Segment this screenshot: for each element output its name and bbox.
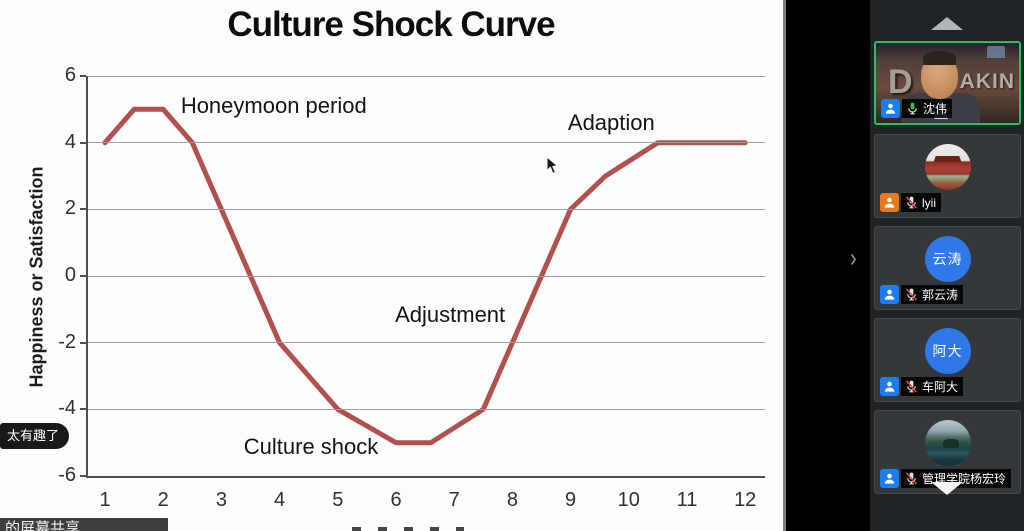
y-tick-mark — [80, 275, 86, 277]
participant-badge: 郭云涛 — [880, 285, 964, 304]
x-axis-line — [86, 476, 765, 478]
deakin-sign-letters: AKIN — [959, 70, 1015, 93]
gridline — [88, 208, 765, 210]
chart-annotation: Culture shock — [243, 433, 379, 459]
x-tick-label: 1 — [99, 489, 111, 511]
shared-screen-chart: Culture Shock Curve Happiness or Satisfa… — [0, 0, 786, 531]
chart-annotation: Adjustment — [395, 302, 506, 328]
participant-role-icon — [880, 469, 899, 488]
y-tick-mark — [80, 341, 86, 344]
chart-annotation: Honeymoon period — [180, 93, 367, 118]
y-tick-label: 2 — [64, 197, 76, 220]
y-tick-mark — [80, 75, 86, 77]
mic-muted-icon — [905, 196, 918, 209]
scroll-up-arrow-icon[interactable] — [931, 17, 963, 30]
participant-tile-video[interactable]: D AKIN 沈伟 — [874, 41, 1021, 125]
participant-name: lyii — [922, 195, 936, 210]
culture-shock-curve — [102, 106, 748, 446]
x-tick-label: 12 — [734, 489, 757, 511]
gridline — [88, 342, 765, 344]
participant-role-icon — [880, 193, 899, 212]
participant-badge: 沈伟 — [881, 99, 953, 118]
x-tick-label: 5 — [332, 489, 344, 511]
expand-sidebar-chevron-icon[interactable]: › — [850, 244, 857, 274]
y-tick-label: 6 — [64, 64, 76, 86]
participant-badge: lyii — [880, 193, 941, 212]
chat-message-bubble: 太有趣了 — [0, 423, 70, 449]
y-tick-label: 0 — [64, 264, 76, 286]
avatar-photo — [924, 144, 971, 190]
avatar-photo — [924, 420, 971, 466]
participant-tile[interactable]: 管理学院杨宏玲 — [874, 410, 1021, 494]
mic-on-icon — [908, 102, 917, 115]
participant-badge: 车阿大 — [880, 377, 964, 396]
scroll-down-arrow-icon[interactable] — [931, 482, 963, 495]
y-tick-label: -2 — [58, 330, 76, 353]
y-tick-label: -6 — [58, 463, 76, 486]
mic-muted-icon — [905, 380, 918, 393]
gridline — [88, 75, 765, 77]
y-tick-label: 4 — [64, 130, 76, 153]
chart-annotation: Adaption — [567, 109, 655, 135]
photo-window — [987, 46, 1005, 58]
y-tick-mark — [80, 141, 86, 144]
gridline — [88, 275, 765, 277]
participant-role-icon — [880, 285, 899, 304]
participant-name-box: 车阿大 — [901, 377, 964, 396]
avatar-initials: 阿大 — [924, 328, 971, 374]
mouse-cursor-icon — [546, 156, 559, 175]
participant-tile[interactable]: lyii — [874, 134, 1021, 218]
plot-area — [88, 75, 765, 476]
x-tick-label: 10 — [617, 489, 640, 511]
mic-muted-icon — [905, 288, 918, 301]
chart-title: Culture Shock Curve — [227, 5, 555, 44]
participant-name: 沈伟 — [923, 102, 948, 116]
participant-name-box: 郭云涛 — [901, 285, 964, 304]
screen-share-status-bar[interactable]: 的屏幕共享 — [0, 518, 168, 531]
participants-sidebar: D AKIN 沈伟 — [870, 0, 1024, 531]
participant-tile[interactable]: 云涛 郭云涛 — [874, 226, 1021, 310]
x-tick-label: 9 — [565, 489, 577, 511]
x-tick-label: 6 — [390, 489, 402, 511]
avatar-initials: 云涛 — [924, 236, 971, 282]
y-tick-mark — [80, 408, 86, 411]
x-tick-label: 3 — [215, 489, 227, 511]
panel-gap: › — [786, 0, 870, 531]
participant-role-icon — [880, 377, 899, 396]
participant-name-box: 沈伟 — [902, 99, 953, 118]
x-tick-label: 7 — [448, 489, 460, 511]
screen-share-label: 的屏幕共享 — [5, 520, 81, 531]
x-tick-label: 8 — [506, 489, 518, 511]
gridline — [88, 142, 765, 144]
participant-name: 车阿大 — [922, 380, 959, 394]
y-tick-label: -4 — [58, 397, 76, 420]
participant-name-box: lyii — [901, 193, 941, 212]
participant-tile[interactable]: 阿大 车阿大 — [874, 318, 1021, 402]
x-tick-label: 2 — [157, 489, 169, 511]
participant-name: 郭云涛 — [922, 288, 959, 302]
y-axis-line — [86, 76, 88, 478]
gridline — [88, 408, 765, 410]
participant-role-icon — [881, 99, 900, 118]
mic-muted-icon — [905, 472, 918, 485]
cutoff-axis-title — [352, 527, 464, 531]
y-tick-mark — [80, 208, 86, 211]
y-tick-mark — [80, 474, 86, 477]
x-tick-label: 11 — [676, 489, 698, 511]
x-tick-label: 4 — [274, 489, 286, 511]
person-face — [921, 51, 958, 99]
